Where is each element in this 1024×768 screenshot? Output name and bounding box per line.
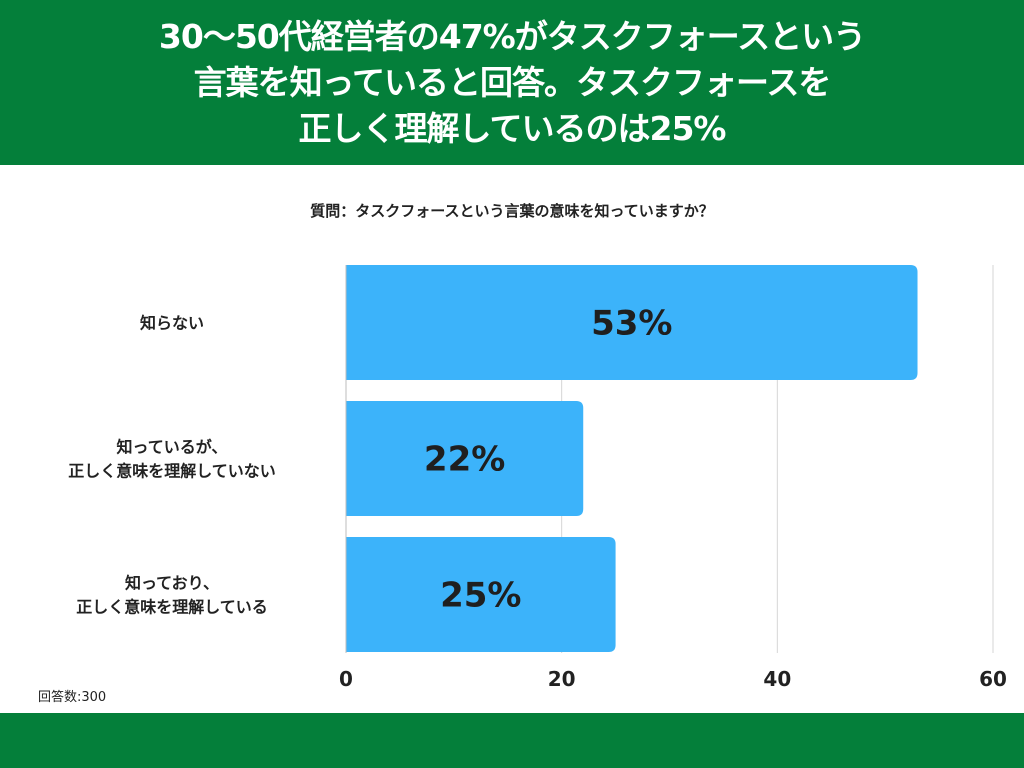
title-banner: 30〜50代経営者の47%がタスクフォースという 言葉を知っていると回答。タスク… [0,0,1024,165]
bar-1 [346,401,584,516]
category-label-2-0: 知っており、 [125,574,219,593]
x-tick-label-60: 60 [979,667,1007,690]
bar-chart: 53% 知らない 22% 知っているが、正しく意味を理解していない 25% 知っており、正… [68,265,1007,690]
category-label-1-1: 正しく意味を理解していない [68,462,276,481]
category-label-1-0: 知っているが、 [117,438,228,457]
x-tick-label-0: 0 [339,667,353,690]
sample-size-note: 回答数:300 [38,690,107,705]
survey-question: 質問：タスクフォースという言葉の意味を知っていますか？ [310,202,714,220]
title-line-3: 正しく理解しているのは25% [298,108,727,148]
category-label-2-1: 正しく意味を理解している [76,598,268,617]
bar-2 [346,537,616,652]
footer-band [0,713,1024,768]
x-tick-label-40: 40 [763,667,791,690]
x-tick-label-20: 20 [548,667,576,690]
title-line-1: 30〜50代経営者の47%がタスクフォースという [158,16,866,56]
category-label-0-0: 知らない [140,314,204,333]
title-line-2: 言葉を知っていると回答。タスクフォースを [193,62,832,102]
bar-0 [346,265,918,380]
value-label-0: 53% [591,304,672,344]
value-label-1: 22% [424,440,505,480]
value-label-2: 25% [440,576,521,616]
